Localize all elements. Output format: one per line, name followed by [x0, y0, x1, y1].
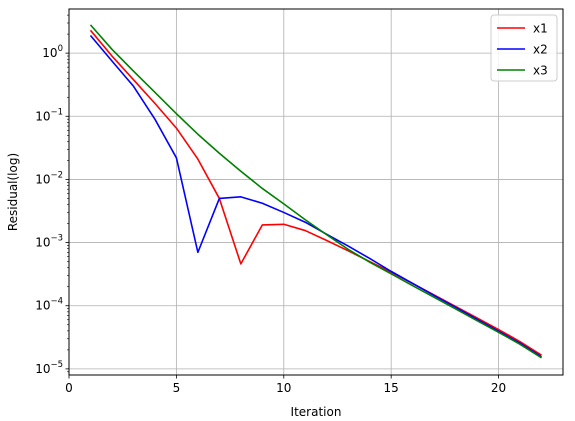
x-tick-label: 15 — [384, 381, 399, 395]
y-tick-label: 10−2 — [35, 170, 63, 186]
legend-label-x1: x1 — [533, 22, 548, 36]
series-line-x1 — [89, 29, 542, 356]
legend: x1 x2 x3 — [490, 14, 558, 82]
legend-label-x2: x2 — [533, 43, 548, 57]
y-tick-label: 100 — [42, 44, 63, 60]
y-axis-ticks: 10−5 10−4 10−3 10−2 10−1 100 — [35, 14, 69, 376]
grid-lines — [68, 9, 563, 375]
series-line-x2 — [89, 35, 542, 358]
x-tick-label: 5 — [173, 381, 181, 395]
y-tick-label: 10−1 — [35, 107, 63, 123]
x-axis-label: Iteration — [291, 405, 342, 419]
y-axis-label: Residual(log) — [6, 153, 20, 231]
legend-label-x3: x3 — [533, 64, 548, 78]
y-tick-label: 10−4 — [35, 297, 63, 313]
series-line-x3 — [89, 24, 542, 359]
x-tick-label: 20 — [491, 381, 506, 395]
x-tick-label: 0 — [65, 381, 73, 395]
series-lines — [89, 24, 542, 359]
y-tick-label: 10−5 — [35, 360, 63, 376]
x-axis-ticks: 0 5 10 15 20 — [65, 375, 506, 395]
plot-area-frame — [68, 8, 564, 376]
x-tick-label: 10 — [276, 381, 291, 395]
legend-box — [490, 14, 558, 82]
y-tick-label: 10−3 — [35, 234, 63, 250]
